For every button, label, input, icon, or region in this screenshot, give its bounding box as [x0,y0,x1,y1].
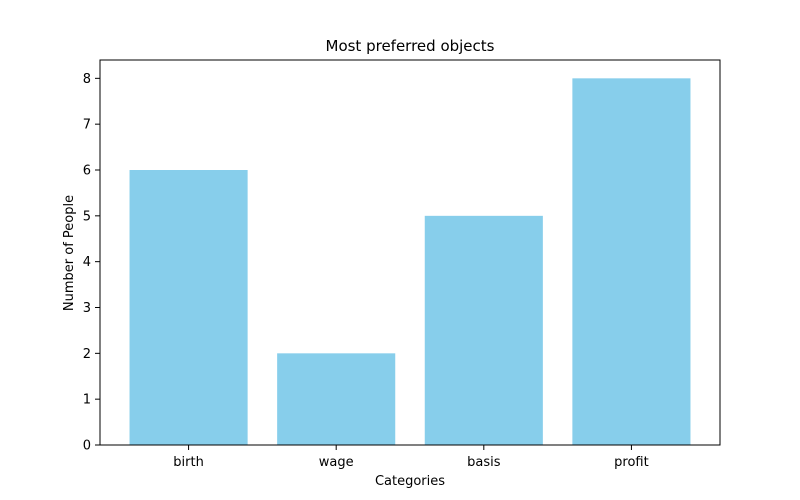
bar-profit [572,78,691,445]
y-tick-label-2: 2 [83,347,91,362]
y-tick-label-3: 3 [83,301,91,316]
y-tick-label-5: 5 [83,209,91,224]
y-axis-ticks: 0 1 2 3 4 5 6 7 8 [83,72,100,454]
y-tick-label-7: 7 [83,118,91,133]
y-tick-label-1: 1 [83,393,91,408]
x-tick-label-basis: basis [467,455,501,470]
plot-frame [99,59,721,446]
x-axis-label: Categories [375,474,445,489]
x-tick-label-birth: birth [173,455,204,470]
chart-title: Most preferred objects [326,37,495,55]
y-tick-label-6: 6 [83,164,91,179]
x-tick-label-profit: profit [614,455,649,470]
bar-basis [424,215,543,445]
x-tick-label-wage: wage [319,455,354,470]
bars-group [129,78,691,445]
y-tick-label-4: 4 [83,255,91,270]
y-tick-label-0: 0 [83,439,91,454]
bar-birth [129,170,248,445]
y-axis-label: Number of People [62,195,77,311]
y-tick-label-8: 8 [83,72,91,87]
x-axis-ticks: birth wage basis profit [173,445,649,470]
bar-wage [277,353,396,445]
